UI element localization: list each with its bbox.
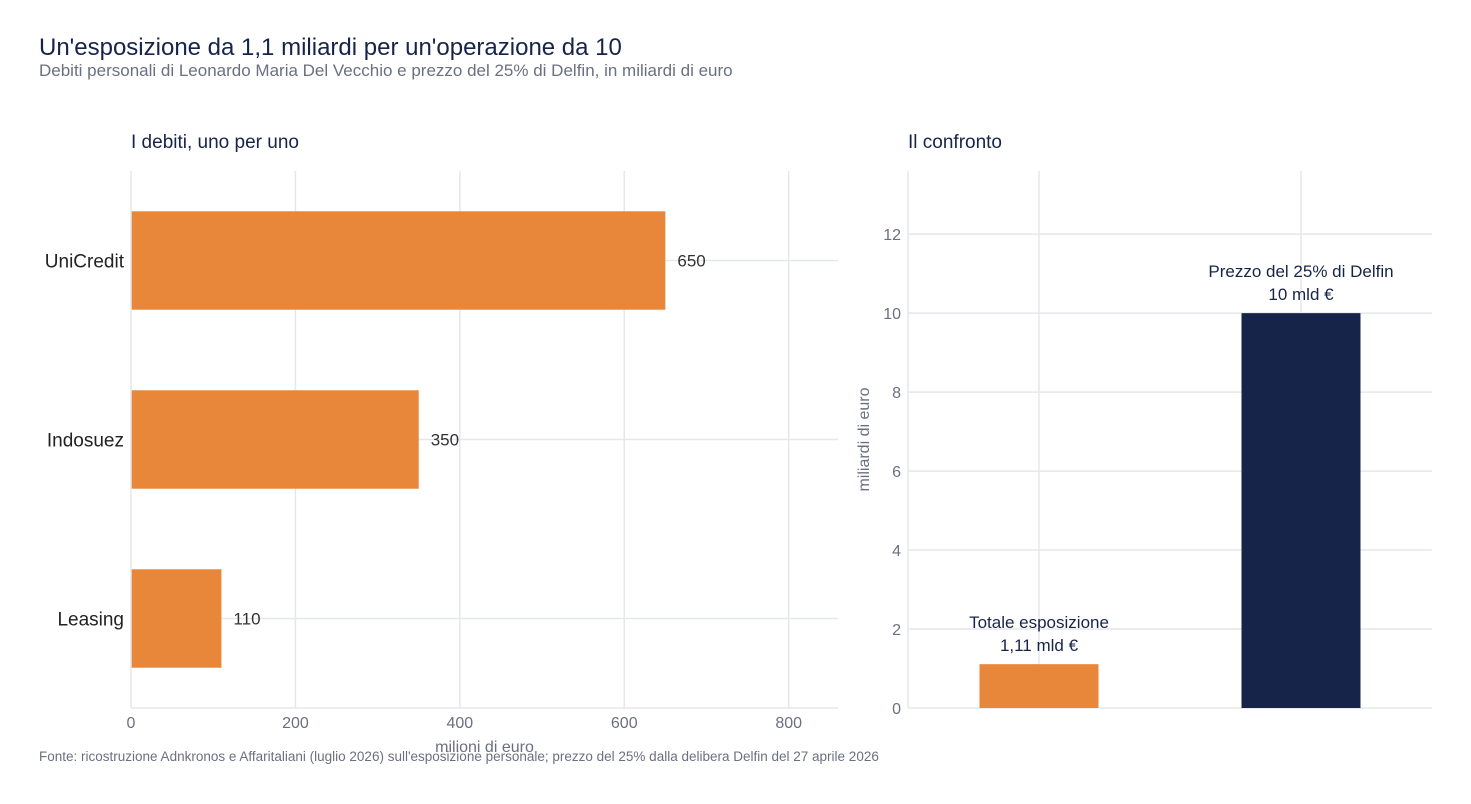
right-panel-title: Il confronto	[908, 132, 1002, 153]
right-y-tick-label: 2	[892, 622, 901, 639]
right-y-tick-label: 8	[892, 385, 901, 402]
chart-subtitle: Debiti personali di Leonardo Maria Del V…	[39, 61, 733, 80]
bar-category-annotation: Prezzo del 25% di Delfin	[1208, 262, 1393, 281]
category-label: UniCredit	[45, 252, 125, 273]
bar-prezzo-delfin	[1241, 313, 1361, 708]
left-panel-title: I debiti, uno per uno	[131, 132, 299, 153]
right-y-axis-title: miliardi di euro	[856, 387, 873, 491]
bar-value-annotation: 10 mld €	[1268, 285, 1334, 304]
category-label: Leasing	[57, 610, 124, 631]
bar-indosuez	[131, 390, 419, 489]
right-y-tick-label: 0	[892, 701, 901, 718]
left-x-tick-label: 600	[611, 715, 638, 732]
bar-category-annotation: Totale esposizione	[969, 613, 1109, 632]
right-y-tick-label: 12	[883, 227, 901, 244]
bar-value-label: 350	[431, 431, 459, 450]
category-label: Indosuez	[47, 431, 124, 452]
bar-value-label: 650	[677, 252, 705, 271]
left-x-tick-label: 400	[446, 715, 473, 732]
source-note: Fonte: ricostruzione Adnkronos e Affarit…	[39, 749, 879, 764]
right-y-tick-label: 10	[883, 306, 901, 323]
bar-value-label: 110	[233, 610, 260, 629]
bar-leasing	[131, 569, 222, 668]
right-y-tick-label: 6	[892, 464, 901, 481]
left-x-axis-title: milioni di euro	[435, 739, 534, 756]
bar-value-annotation: 1,11 mld €	[1000, 636, 1079, 655]
left-x-tick-label: 800	[775, 715, 802, 732]
bar-unicredit	[131, 211, 666, 310]
chart-title: Un'esposizione da 1,1 miliardi per un'op…	[39, 34, 622, 61]
left-x-tick-label: 200	[282, 715, 309, 732]
left-x-tick-label: 0	[127, 715, 136, 732]
bar-totale-esposizione	[979, 664, 1099, 708]
right-y-tick-label: 4	[892, 543, 901, 560]
